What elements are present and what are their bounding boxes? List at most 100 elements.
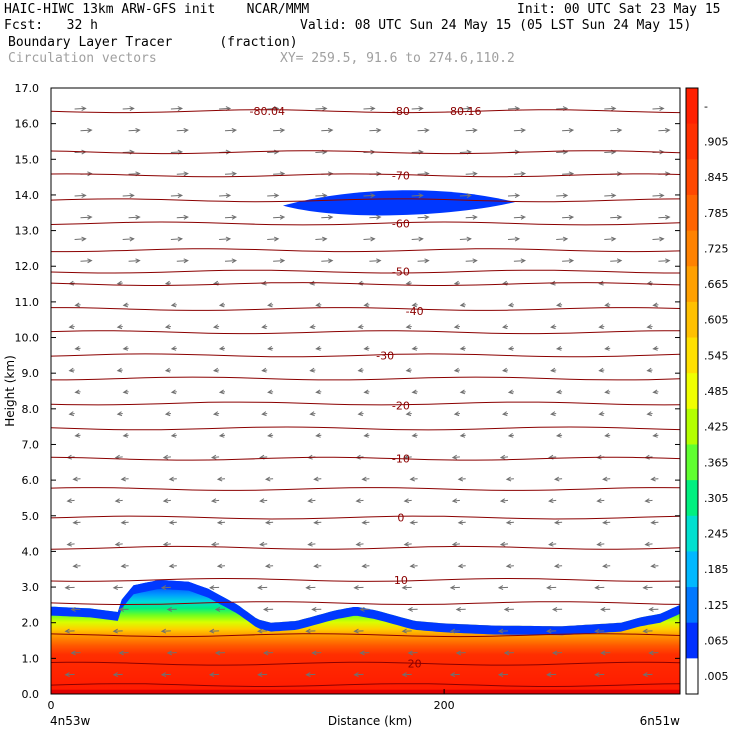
circulation-vector-255: [465, 258, 478, 264]
circulation-vector-18: [311, 650, 322, 656]
circulation-vector-296: [556, 193, 569, 199]
circulation-vector-162: [357, 411, 364, 417]
isotherm-line-4: [51, 577, 680, 582]
circulation-vector-55: [208, 585, 220, 591]
circulation-vector-87: [499, 541, 509, 547]
circulation-vector-147: [267, 432, 274, 438]
y-tick-label-6: 6.0: [22, 474, 40, 487]
circulation-vector-29: [208, 628, 220, 634]
circulation-vector-5: [305, 672, 316, 678]
circulation-vector-208: [68, 324, 75, 330]
circulation-vector-149: [363, 432, 370, 438]
circulation-vector-111: [403, 498, 412, 504]
circulation-vector-161: [309, 411, 316, 417]
circulation-vector-228: [411, 302, 418, 308]
circulation-vector-331: [369, 127, 382, 133]
colorbar-label-5: .665: [704, 278, 729, 291]
circulation-vector-14: [118, 650, 129, 656]
circulation-vector-25: [648, 650, 659, 656]
circulation-vector-157: [116, 411, 123, 417]
circulation-vector-233: [652, 302, 659, 308]
circulation-vector-58: [353, 585, 364, 591]
circulation-vector-284: [610, 214, 623, 220]
circulation-vector-103: [650, 520, 659, 525]
circulation-vector-338: [74, 106, 87, 112]
contour-label-5: -50: [392, 266, 410, 279]
circulation-vector-163: [405, 411, 412, 417]
colorbar-swatch-16: [686, 658, 698, 695]
colorbar-label-12: .245: [704, 528, 729, 541]
circulation-vector-28: [160, 628, 171, 634]
contour-label-12: 20: [408, 658, 422, 671]
circulation-vector-250: [224, 258, 238, 264]
colorbar-swatch-6: [686, 301, 698, 339]
circulation-vector-278: [321, 214, 334, 220]
circulation-vector-219: [598, 324, 605, 330]
valid-time: Valid: 08 UTC Sun 24 May 15 (05 LST Sun …: [300, 18, 692, 33]
y-tick-label-13: 13.0: [15, 225, 40, 238]
colorbar-label-13: .185: [704, 563, 729, 576]
circulation-vector-195: [74, 345, 81, 351]
circulation-vector-63: [594, 585, 605, 591]
circulation-vector-9: [497, 672, 509, 678]
circulation-vector-266: [363, 236, 376, 242]
circulation-vector-334: [513, 127, 527, 133]
colorbar-swatch-15: [686, 622, 698, 659]
circulation-vector-327: [176, 127, 189, 133]
contour-label-3: -70: [392, 169, 410, 182]
circulation-vector-64: [642, 585, 653, 591]
circulation-vector-172: [218, 389, 226, 395]
circulation-vector-268: [459, 236, 472, 242]
circulation-vector-189: [405, 367, 412, 373]
y-tick-label-7: 7.0: [22, 438, 40, 451]
colorbar-label-0: -: [704, 100, 708, 113]
contour-label-1: -80.04: [249, 105, 284, 118]
circulation-vector-325: [80, 127, 93, 133]
circulation-vector-271: [604, 236, 617, 242]
circulation-vector-85: [403, 541, 412, 547]
tracer-fill-layer: [51, 190, 680, 694]
circulation-vector-101: [553, 520, 563, 525]
isotherm-line-9: [51, 426, 680, 431]
circulation-vector-99: [457, 520, 466, 525]
colorbar-swatch-12: [686, 515, 698, 552]
circulation-vector-198: [218, 345, 226, 351]
circulation-vector-295: [507, 193, 521, 199]
circulation-vector-43: [262, 606, 274, 612]
circulation-vector-211: [212, 324, 220, 330]
contour-label-7: -30: [376, 349, 394, 362]
y-axis-label: Height (km): [3, 355, 17, 426]
circulation-vector-54: [160, 585, 171, 591]
circulation-vector-213: [309, 324, 316, 330]
circulation-vector-145: [170, 432, 177, 438]
circulation-vector-336: [610, 127, 623, 133]
circulation-vector-248: [128, 258, 141, 264]
circulation-vector-81: [210, 541, 220, 547]
circulation-vector-24: [600, 650, 611, 656]
circulation-vector-106: [162, 498, 171, 504]
circulation-vector-178: [507, 389, 514, 395]
circulation-vector-264: [267, 236, 280, 242]
circulation-vector-70: [313, 563, 322, 569]
colorbar-swatch-10: [686, 444, 698, 481]
circulation-vector-183: [116, 367, 123, 373]
colorbar-label-3: .785: [704, 207, 729, 220]
isotherm-line-10: [51, 401, 680, 406]
circulation-vector-214: [357, 324, 364, 330]
contour-label-9: -10: [392, 453, 410, 466]
y-tick-label-16: 16.0: [15, 118, 40, 131]
circulation-vector-13: [70, 650, 81, 656]
circulation-vector-16: [214, 650, 226, 656]
isotherm-line-20: [51, 173, 680, 178]
circulation-vector-328: [224, 127, 238, 133]
circulation-vector-253: [369, 258, 382, 264]
circulation-vector-156: [68, 411, 75, 417]
circulation-vector-226: [315, 302, 322, 308]
circulation-vector-232: [604, 302, 611, 308]
circulation-vector-167: [598, 411, 605, 417]
circulation-vector-203: [459, 345, 466, 351]
circulation-vector-118: [120, 476, 129, 482]
circulation-vector-12: [642, 672, 653, 678]
circulation-vector-194: [646, 367, 653, 373]
